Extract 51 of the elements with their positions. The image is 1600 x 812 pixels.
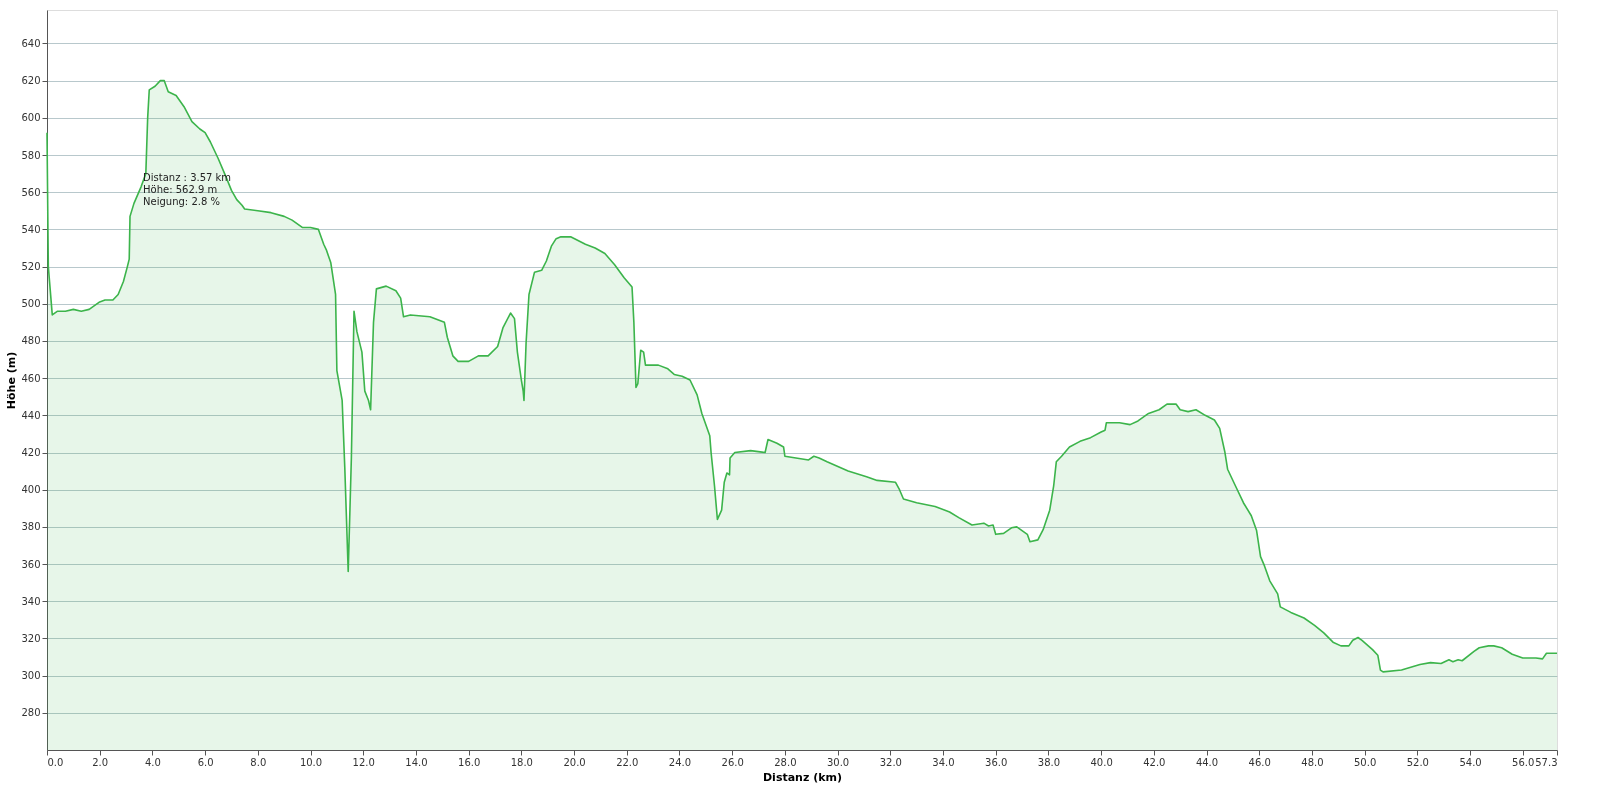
x-tick-label: 0.0 bbox=[47, 756, 64, 768]
x-tick-label: 16.0 bbox=[458, 756, 481, 768]
x-tick-label: 24.0 bbox=[668, 756, 692, 768]
x-tick-label: 44.0 bbox=[1195, 756, 1219, 768]
x-tick-label: 34.0 bbox=[932, 756, 955, 768]
y-tick-label: 520 bbox=[21, 261, 41, 273]
x-tick-label: 54.0 bbox=[1459, 756, 1482, 768]
x-tick-label: 2.0 bbox=[92, 756, 109, 768]
x-tick-label: 42.0 bbox=[1143, 756, 1166, 768]
x-tick-label: 52.0 bbox=[1406, 756, 1429, 768]
x-tick-label: 12.0 bbox=[352, 756, 375, 768]
x-tick-label: 18.0 bbox=[510, 756, 533, 768]
y-tick-label: 380 bbox=[21, 521, 41, 533]
y-tick-label: 600 bbox=[21, 112, 41, 124]
y-tick-label: 340 bbox=[21, 595, 41, 607]
x-tick-label: 26.0 bbox=[721, 756, 744, 768]
y-tick-label: 580 bbox=[21, 149, 41, 161]
x-tick-label: 20.0 bbox=[563, 756, 586, 768]
y-tick-label: 620 bbox=[21, 75, 41, 87]
x-tick-label: 8.0 bbox=[250, 756, 267, 768]
x-axis-title: Distanz (km) bbox=[762, 770, 843, 784]
y-tick-label: 320 bbox=[21, 632, 41, 644]
y-tick-label: 480 bbox=[21, 335, 41, 347]
x-tick-label: 38.0 bbox=[1037, 756, 1061, 768]
x-tick-label: 46.0 bbox=[1248, 756, 1271, 768]
x-tick-label: 56.0 bbox=[1512, 756, 1535, 768]
y-axis-title: Höhe (m) bbox=[5, 351, 19, 410]
x-tick-label: 6.0 bbox=[197, 756, 214, 768]
x-tick-label: 50.0 bbox=[1353, 756, 1377, 768]
x-tick-label: 48.0 bbox=[1301, 756, 1324, 768]
y-tick-label: 460 bbox=[21, 372, 41, 384]
x-tick-label: 40.0 bbox=[1090, 756, 1113, 768]
y-tick-label: 400 bbox=[21, 484, 41, 496]
x-tick-label: 32.0 bbox=[879, 756, 902, 768]
y-tick-label: 560 bbox=[21, 186, 41, 198]
y-tick-label: 300 bbox=[21, 670, 41, 682]
y-tick-label: 540 bbox=[21, 223, 41, 235]
y-tick-label: 360 bbox=[21, 558, 41, 570]
y-tick-label: 280 bbox=[21, 707, 41, 719]
y-tick-label: 640 bbox=[21, 37, 41, 49]
y-tick-label: 420 bbox=[21, 447, 41, 459]
y-tick-label: 440 bbox=[21, 409, 41, 421]
y-tick-label: 500 bbox=[21, 298, 41, 310]
x-tick-label: 28.0 bbox=[774, 756, 797, 768]
x-tick-label: 22.0 bbox=[616, 756, 639, 768]
x-tick-label: 14.0 bbox=[405, 756, 428, 768]
x-tick-label: 30.0 bbox=[826, 756, 850, 768]
x-tick-label: 4.0 bbox=[144, 756, 161, 768]
x-tick-label: 36.0 bbox=[985, 756, 1008, 768]
x-tick-label: 10.0 bbox=[299, 756, 323, 768]
x-tick-label: 57.3 bbox=[1535, 756, 1558, 768]
